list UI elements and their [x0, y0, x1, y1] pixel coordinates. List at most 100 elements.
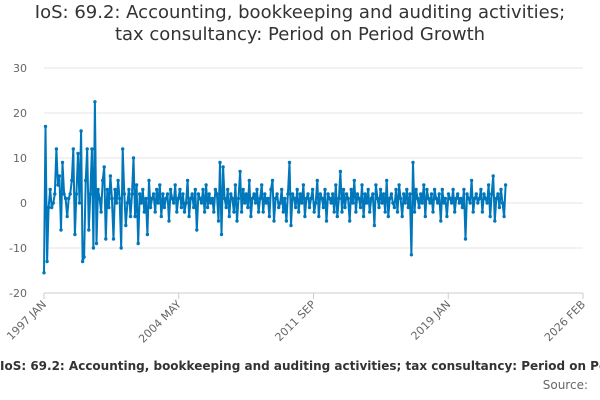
data-point[interactable] — [258, 196, 262, 201]
data-point[interactable] — [446, 192, 451, 196]
data-point[interactable] — [466, 196, 471, 201]
data-point[interactable] — [283, 196, 287, 201]
data-point[interactable] — [218, 160, 222, 165]
data-point[interactable] — [440, 187, 444, 192]
data-point[interactable] — [85, 147, 89, 151]
data-point[interactable] — [465, 192, 469, 196]
data-point[interactable] — [142, 210, 146, 214]
data-point[interactable] — [249, 214, 253, 219]
data-point[interactable] — [172, 201, 176, 205]
data-point[interactable] — [314, 201, 318, 205]
data-point[interactable] — [145, 232, 150, 237]
data-point[interactable] — [122, 192, 127, 196]
data-point[interactable] — [476, 201, 480, 205]
data-point[interactable] — [290, 192, 295, 196]
data-point[interactable] — [71, 147, 76, 151]
data-point[interactable] — [420, 201, 424, 205]
data-point[interactable] — [87, 228, 91, 232]
data-point[interactable] — [43, 124, 48, 129]
data-point[interactable] — [235, 219, 239, 223]
data-point[interactable] — [138, 192, 142, 196]
data-point[interactable] — [253, 201, 258, 205]
data-point[interactable] — [54, 147, 59, 151]
data-point[interactable] — [409, 253, 414, 257]
data-point[interactable] — [462, 187, 466, 192]
data-point[interactable] — [412, 210, 417, 214]
data-point[interactable] — [110, 196, 114, 201]
data-point[interactable] — [402, 192, 406, 196]
data-point[interactable] — [182, 210, 187, 214]
data-point[interactable] — [222, 196, 227, 201]
data-point[interactable] — [480, 210, 485, 214]
data-point[interactable] — [133, 214, 137, 219]
data-point[interactable] — [355, 192, 360, 196]
data-point[interactable] — [232, 210, 236, 214]
data-point[interactable] — [264, 201, 268, 205]
data-point[interactable] — [48, 187, 52, 192]
data-point[interactable] — [255, 187, 259, 192]
data-point[interactable] — [349, 187, 353, 192]
data-point[interactable] — [227, 214, 231, 219]
data-point[interactable] — [429, 192, 434, 196]
data-point[interactable] — [449, 201, 454, 205]
data-point[interactable] — [397, 183, 401, 187]
data-point[interactable] — [156, 201, 160, 205]
data-point[interactable] — [136, 241, 140, 246]
data-point[interactable] — [252, 192, 256, 196]
data-point[interactable] — [127, 187, 131, 192]
data-point[interactable] — [230, 196, 234, 201]
data-point[interactable] — [144, 196, 148, 201]
data-point[interactable] — [173, 183, 177, 187]
data-point[interactable] — [236, 196, 241, 201]
data-point[interactable] — [46, 205, 51, 210]
data-point[interactable] — [493, 219, 497, 223]
data-point[interactable] — [162, 205, 167, 210]
data-point[interactable] — [192, 205, 196, 210]
data-point[interactable] — [238, 169, 242, 174]
data-point[interactable] — [303, 214, 307, 219]
data-point[interactable] — [398, 196, 403, 201]
data-point[interactable] — [199, 201, 204, 205]
data-point[interactable] — [60, 160, 65, 165]
data-point[interactable] — [63, 196, 68, 201]
data-point[interactable] — [267, 214, 272, 219]
data-point[interactable] — [51, 201, 55, 205]
data-point[interactable] — [337, 196, 341, 201]
data-point[interactable] — [372, 223, 377, 228]
data-point[interactable] — [159, 214, 163, 219]
data-point[interactable] — [503, 183, 508, 187]
data-point[interactable] — [233, 183, 238, 187]
data-point[interactable] — [151, 192, 156, 196]
data-point[interactable] — [383, 210, 387, 214]
data-point[interactable] — [363, 192, 367, 196]
data-point[interactable] — [184, 201, 188, 205]
data-point[interactable] — [128, 214, 133, 219]
data-point[interactable] — [178, 187, 182, 192]
data-point[interactable] — [202, 210, 207, 214]
data-point[interactable] — [358, 205, 363, 210]
data-point[interactable] — [88, 192, 93, 196]
data-point[interactable] — [189, 196, 193, 201]
data-point[interactable] — [343, 205, 347, 210]
data-point[interactable] — [479, 187, 483, 192]
data-point[interactable] — [93, 100, 97, 104]
data-point[interactable] — [354, 210, 358, 214]
data-point[interactable] — [374, 183, 378, 187]
data-point[interactable] — [483, 196, 488, 201]
data-point[interactable] — [260, 183, 264, 187]
data-point[interactable] — [468, 201, 472, 205]
data-point[interactable] — [304, 196, 309, 201]
data-point[interactable] — [125, 201, 130, 205]
data-point[interactable] — [443, 196, 448, 201]
data-point[interactable] — [318, 192, 322, 196]
data-point[interactable] — [153, 210, 157, 214]
data-point[interactable] — [250, 196, 255, 201]
data-point[interactable] — [317, 214, 321, 219]
data-point[interactable] — [327, 196, 332, 201]
data-point[interactable] — [494, 196, 498, 201]
data-point[interactable] — [210, 196, 214, 201]
data-point[interactable] — [297, 210, 301, 214]
data-point[interactable] — [400, 214, 404, 219]
data-point[interactable] — [428, 201, 432, 205]
data-point[interactable] — [448, 196, 452, 201]
